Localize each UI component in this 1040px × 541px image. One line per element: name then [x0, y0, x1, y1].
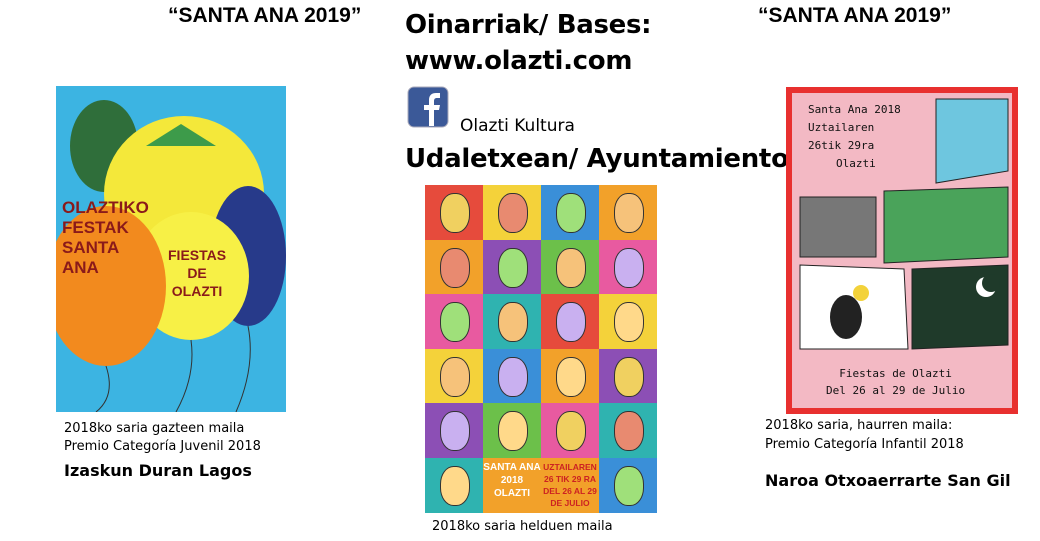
poster-line: 26tik 29ra: [808, 139, 875, 152]
portrait-tile: [425, 458, 483, 513]
portrait-tile: [483, 348, 541, 404]
poster-line: Del 26 al 29 de Julio: [826, 384, 966, 397]
poster-line: FIESTAS: [168, 247, 227, 263]
portrait-tile: [541, 239, 599, 295]
portrait-tile: [599, 185, 657, 240]
poster-line: OLAZTI: [493, 488, 531, 499]
poster-text: OLAZTIKO FESTAK SANTA ANA: [62, 198, 149, 278]
portrait-tile: [483, 185, 541, 240]
author: Izaskun Duran Lagos: [64, 461, 252, 480]
poster-line: SANTA ANA: [483, 462, 541, 473]
portrait-tile: [599, 403, 657, 458]
author: Naroa Otxoaerrarte San Gil: [765, 471, 1011, 490]
portrait-tile: [541, 294, 599, 349]
portrait-face: [556, 411, 586, 452]
portrait-tile: [599, 348, 657, 404]
poster-line: 26 TIK 29 RA: [544, 474, 596, 484]
portrait-tile: [425, 294, 483, 349]
poster-line: ANA: [62, 258, 99, 277]
right-title: “SANTA ANA 2019”: [758, 4, 952, 27]
portrait-tile: [541, 348, 599, 404]
poster-line: Santa Ana 2018: [808, 103, 901, 116]
portrait-face: [614, 356, 644, 397]
poster-text: UZTAILAREN 26 TIK 29 RA DEL 26 AL 29 DE …: [541, 458, 599, 513]
portrait-face: [498, 193, 528, 233]
portrait-tile: [483, 294, 541, 349]
portrait-tile: [599, 294, 657, 349]
portrait-face: [440, 247, 470, 288]
caption: Premio Categoría Infantil 2018: [765, 437, 964, 452]
caption: Premio Categoría Juvenil 2018: [64, 439, 261, 454]
caption: 2018ko saria helduen maila: [432, 519, 613, 534]
poster-line: 2018: [500, 475, 524, 486]
left-title: “SANTA ANA 2019”: [168, 4, 362, 27]
poster-text: Fiestas de Olazti Del 26 al 29 de Julio: [826, 365, 965, 399]
poster-text: FIESTAS DE OLAZTI: [168, 246, 226, 300]
portrait-face: [440, 302, 470, 343]
portrait-face: [614, 193, 644, 233]
portrait-face: [614, 247, 644, 288]
portrait-tile: [483, 239, 541, 295]
portrait-tile: [425, 348, 483, 404]
portrait-tile: [541, 403, 599, 458]
poster-infantil: Santa Ana 2018 Uztailaren 26tik 29ra Ola…: [786, 87, 1018, 414]
poster-line: Olazti: [836, 157, 876, 170]
facebook-icon: [407, 86, 449, 128]
poster-line: SANTA: [62, 238, 120, 257]
portrait-face: [498, 247, 528, 288]
poster-juvenil: OLAZTIKO FESTAK SANTA ANA FIESTAS DE OLA…: [56, 86, 286, 412]
place: Udaletxean/ Ayuntamiento: [405, 144, 789, 174]
portrait-face: [440, 193, 470, 233]
portrait-face: [556, 247, 586, 288]
website[interactable]: www.olazti.com: [405, 46, 633, 76]
portrait-face: [440, 411, 470, 452]
poster-line: DEL 26 AL 29: [543, 486, 597, 496]
portrait-face: [556, 193, 586, 233]
portrait-face: [498, 411, 528, 452]
portrait-tile: [541, 185, 599, 240]
portrait-face: [556, 356, 586, 397]
poster-line: OLAZTI: [171, 283, 223, 299]
portrait-face: [440, 356, 470, 397]
poster-line: DE: [187, 265, 207, 281]
portrait-face: [498, 356, 528, 397]
poster-adult: [425, 185, 657, 513]
poster-line: FESTAK: [62, 218, 129, 237]
portrait-tile: [599, 458, 657, 513]
portrait-tile: [425, 403, 483, 458]
poster-line: UZTAILAREN: [543, 462, 597, 472]
poster-line: Fiestas de Olazti: [839, 367, 952, 380]
portrait-tile: [483, 403, 541, 458]
poster-line: OLAZTIKO: [62, 198, 149, 217]
portrait-face: [556, 302, 586, 343]
poster-text: SANTA ANA 2018 OLAZTI: [483, 458, 541, 513]
bases: Oinarriak/ Bases:: [405, 10, 652, 40]
facebook-name[interactable]: Olazti Kultura: [460, 116, 575, 136]
portrait-tile: [425, 239, 483, 295]
portrait-tile: [425, 185, 483, 240]
poster-art: [56, 100, 286, 412]
portrait-face: [440, 466, 470, 506]
portrait-tile: [599, 239, 657, 295]
portrait-face: [614, 302, 644, 343]
portrait-face: [614, 411, 644, 452]
poster-text: Santa Ana 2018 Uztailaren 26tik 29ra Ola…: [808, 101, 901, 173]
portrait-face: [498, 302, 528, 343]
poster-line: DE JULIO: [550, 498, 590, 508]
caption: 2018ko saria gazteen maila: [64, 421, 245, 436]
caption: 2018ko saria, haurren maila:: [765, 418, 953, 433]
portrait-face: [614, 466, 644, 506]
poster-art: [792, 93, 1012, 408]
poster-line: Uztailaren: [808, 121, 875, 134]
